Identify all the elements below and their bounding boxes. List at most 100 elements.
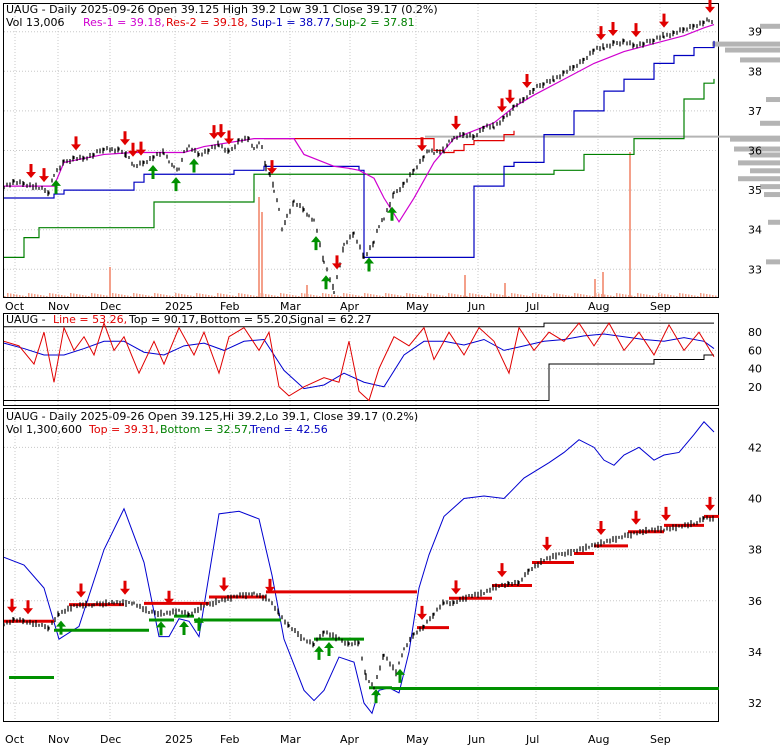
volume-bar (49, 293, 51, 297)
volume-bar (610, 295, 612, 297)
volume-bar (133, 293, 135, 297)
volume-bar (493, 293, 495, 297)
volume-bar (283, 293, 285, 297)
volume-bar (643, 294, 645, 297)
sell-arrow (120, 131, 130, 146)
volume-bar (175, 293, 177, 297)
volume-bar (652, 295, 654, 297)
volume-bar (400, 295, 402, 297)
sell-arrow (216, 124, 226, 139)
volume-bar (55, 294, 57, 297)
x-tick-label: Jul (525, 300, 539, 313)
volume-bar (553, 293, 555, 297)
volume-bar (328, 294, 330, 297)
volume-bar (649, 295, 651, 297)
price-profile-bar (725, 47, 780, 53)
volume-bar (349, 294, 351, 297)
sell-arrow (596, 521, 606, 536)
volume-bar (28, 293, 30, 297)
volume-bar (202, 294, 204, 297)
volume-bar (306, 285, 308, 297)
volume-bar (286, 294, 288, 297)
buy-arrow (395, 668, 405, 683)
volume-bar (364, 293, 366, 297)
volume-bar (310, 294, 312, 297)
y-tick-label: 60 (748, 344, 762, 357)
volume-bar (628, 295, 630, 297)
volume-bar (403, 296, 405, 297)
x-tick-label: Feb (220, 733, 239, 745)
volume-bar (331, 294, 333, 297)
x-tick-label: Dec (100, 300, 121, 313)
volume-bar (19, 295, 21, 297)
volume-bar (556, 293, 558, 297)
volume-bar (34, 294, 36, 297)
volume-bar (694, 295, 696, 297)
volume-bar (511, 293, 513, 297)
volume-bar (46, 296, 48, 297)
price-profile-bar (766, 97, 780, 103)
price-panel-vol: Vol 13,006 (6, 16, 64, 29)
volume-bar (85, 295, 87, 297)
y-tick-label: 35 (748, 184, 762, 197)
price-panel-res2: Res-2 = 39.18, (166, 16, 248, 29)
volume-bar (22, 295, 24, 297)
sell-arrow (497, 98, 507, 113)
stoch-panel-top: Top = 90.17, (128, 313, 199, 326)
buy-arrow (179, 620, 189, 635)
volume-bar (250, 295, 252, 297)
volume-bar (454, 294, 456, 297)
price-profile-bar (764, 192, 780, 198)
price-panel-res1: Res-1 = 39.18, (83, 16, 165, 29)
volume-bar (484, 295, 486, 297)
volume-bar (232, 295, 234, 297)
sell-arrow (164, 590, 174, 605)
sell-arrow (76, 583, 86, 598)
volume-bar (394, 294, 396, 297)
trend-panel-header: UAUG - Daily 2025-09-26 Open 39.125,Hi 3… (6, 410, 418, 423)
x-tick-label: Feb (220, 300, 239, 313)
volume-bar (700, 293, 702, 297)
volume-bar (313, 295, 315, 297)
volume-bar (451, 293, 453, 297)
volume-bar (629, 152, 631, 297)
sell-arrow (71, 136, 81, 151)
trend-panel-top: Top = 39.31, (88, 423, 159, 436)
y-tick-label: 40 (748, 493, 762, 506)
volume-bar (355, 295, 357, 297)
x-tick-label: Apr (340, 300, 360, 313)
volume-bar (241, 293, 243, 297)
volume-bar (502, 295, 504, 297)
y-tick-label: 39 (748, 26, 762, 39)
price-profile-bar (730, 136, 780, 142)
volume-bar (97, 294, 99, 297)
volume-bar (13, 294, 15, 297)
volume-bar (376, 295, 378, 297)
panel-trend-frame (3, 408, 719, 722)
volume-bar (679, 293, 681, 297)
volume-bar (61, 295, 63, 297)
volume-bar (487, 296, 489, 297)
price-profile-layer (425, 23, 780, 265)
volume-bar (571, 296, 573, 297)
buy-arrow (321, 275, 331, 290)
price-profile-bar (766, 259, 780, 265)
volume-bar (436, 294, 438, 297)
sell-arrow (224, 130, 234, 145)
price-profile-bar (760, 184, 780, 190)
sell-arrow (522, 74, 532, 89)
volume-bar (499, 294, 501, 297)
volume-bar (325, 293, 327, 297)
volume-bar (490, 293, 492, 297)
volume-bar (79, 294, 81, 297)
y-tick-label: 34 (748, 646, 762, 659)
trend-line (3, 421, 715, 715)
volume-bar (445, 296, 447, 297)
volume-bar (271, 295, 273, 297)
volume-bar (289, 294, 291, 297)
volume-bar (514, 293, 516, 297)
volume-bar (673, 295, 675, 297)
volume-bar (385, 293, 387, 297)
volume-bar (130, 296, 132, 297)
